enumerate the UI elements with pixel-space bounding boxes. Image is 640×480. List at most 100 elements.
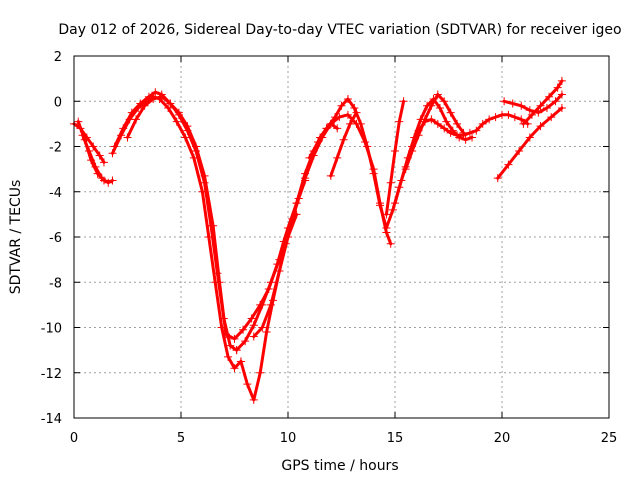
data-point [369,169,378,178]
data-point [80,135,89,144]
data-series [70,76,566,404]
data-point [517,101,526,110]
data-point [74,117,83,126]
y-tick-label: 2 [54,50,62,65]
data-point [215,278,224,287]
data-point [258,323,267,332]
data-point [284,233,292,241]
data-point [136,99,145,108]
data-point [322,124,331,133]
data-point [382,210,391,219]
data-point [181,133,190,142]
data-point [149,94,158,103]
data-point [553,83,562,92]
data-point [132,115,141,124]
data-point [172,117,181,126]
data-point [386,239,395,248]
data-point [510,113,519,122]
data-point [301,174,310,183]
data-point [346,119,355,128]
data-point [536,101,545,110]
data-point [376,201,385,210]
data-point [337,101,346,110]
data-point [266,300,275,309]
y-tick-label: 0 [54,95,62,110]
y-tick-label: -10 [41,322,62,337]
data-point [174,108,183,117]
data-point [391,147,399,156]
data-point [525,106,534,115]
data-point [331,113,340,122]
data-point [408,147,417,156]
data-point [519,119,528,128]
data-point [200,171,209,180]
x-tick-label: 10 [280,431,297,446]
data-point [221,330,230,339]
data-point [247,314,256,323]
data-point [525,133,534,142]
data-point [395,117,404,126]
data-point [249,321,258,330]
series-track-16 [391,94,477,208]
data-point [99,158,108,167]
data-point [420,115,429,124]
data-point [239,325,248,334]
data-point [508,99,517,108]
data-point [93,169,102,178]
data-point [243,380,252,389]
data-point [352,108,361,117]
data-point [108,176,117,185]
data-point [388,205,397,214]
series-track-15 [382,97,408,219]
data-point [491,113,500,122]
series-track-17 [401,90,468,174]
y-axis-label: SDTVAR / TECUs [8,180,24,295]
data-point [350,104,359,113]
data-point [551,97,560,106]
chart-title: Day 012 of 2026, Sidereal Day-to-day VTE… [58,22,621,38]
data-point [343,110,352,119]
y-tick-label: -12 [41,367,62,382]
data-point [427,101,436,110]
data-point [164,104,173,113]
y-tick-label: -6 [49,231,62,246]
series-line [307,97,388,230]
data-point [536,122,545,131]
data-point [209,221,218,230]
series-line [521,79,564,126]
data-point [557,90,566,99]
data-point [127,108,136,117]
data-point [183,122,192,131]
data-point [557,104,566,113]
data-point [157,92,166,101]
x-tick-label: 20 [494,431,511,446]
data-point [433,119,442,128]
data-point [119,124,128,133]
data-point [453,119,462,128]
data-point [226,341,235,350]
series-track-13 [326,108,361,180]
data-point [414,131,423,140]
grid [74,56,609,418]
data-point [95,151,104,160]
x-tick-label: 15 [387,431,404,446]
series-line [111,95,243,370]
data-point [236,357,245,366]
data-point [108,149,117,158]
data-point [446,108,455,117]
data-point [547,113,556,122]
data-point [151,88,160,97]
data-point [232,346,241,355]
data-point [468,133,477,142]
x-axis-label: GPS time / hours [281,458,398,474]
data-point [440,97,449,106]
data-point [284,223,292,232]
series-line [404,93,465,171]
x-tick-label: 0 [70,431,78,446]
data-point [313,137,322,146]
data-point [397,176,406,185]
data-point [386,178,395,187]
data-point [504,110,513,119]
data-point [545,92,554,101]
